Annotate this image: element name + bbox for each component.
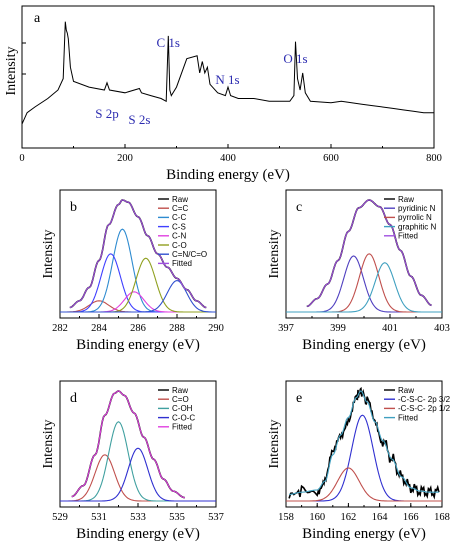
y-axis-label: Intensity: [267, 230, 282, 279]
plot-area: [60, 199, 216, 313]
legend-entry: C-OH: [172, 404, 193, 413]
legend-entry: Raw: [398, 386, 414, 395]
x-tick-label: 531: [91, 512, 107, 523]
y-axis-label: Intensity: [41, 420, 56, 469]
x-tick-label: 286: [130, 323, 146, 334]
legend-entry: C=O: [172, 395, 189, 404]
fitted-envelope-line: [306, 199, 432, 307]
x-tick-label: 160: [309, 512, 325, 523]
plot-area: [60, 390, 216, 502]
panel-letter: c: [296, 200, 302, 215]
x-tick-label: 800: [426, 153, 442, 164]
peak-annotation: S 2p: [95, 106, 118, 121]
panel-e: 158 160 162 164 166 168 Binding energy (eV) Int…: [267, 380, 451, 542]
legend-entry: Fitted: [172, 259, 192, 268]
fitted-envelope-line: [289, 390, 439, 495]
component-peak-line: [286, 467, 442, 502]
x-tick-label: 533: [130, 512, 146, 523]
panel-letter: b: [70, 200, 77, 215]
raw-spectrum-line: [71, 390, 185, 499]
legend-entry: pyridinic N: [398, 204, 436, 213]
plot-frame: [59, 380, 217, 508]
x-tick-label: 0: [19, 153, 24, 164]
component-peak-line: [286, 255, 442, 313]
legend-entry: C=N/C=O: [172, 250, 207, 259]
y-axis-label: Intensity: [4, 47, 19, 96]
fitted-envelope-line: [71, 390, 185, 499]
legend-entry: C=C: [172, 204, 188, 213]
peak-annotation: N 1s: [215, 72, 239, 87]
component-peak-line: [286, 253, 442, 313]
panel-d: 529 531 533 535 537 Binding energy (eV) Intens…: [41, 380, 224, 542]
legend-entry: C-S: [172, 222, 186, 231]
x-tick-label: 284: [91, 323, 108, 334]
x-tick-label: 529: [52, 512, 68, 523]
panel-letter: a: [34, 11, 41, 26]
y-axis-label: Intensity: [267, 420, 282, 469]
peak-annotation: S 2s: [128, 112, 150, 127]
component-peak-line: [60, 280, 216, 313]
legend-entry: -C-S-C- 2p 1/2: [398, 404, 451, 413]
x-tick-label: 282: [52, 323, 68, 334]
panel-letter: e: [296, 391, 302, 406]
x-axis-label: Binding energy (eV): [76, 526, 200, 542]
legend-entry: Raw: [172, 386, 188, 395]
legend-entry: Fitted: [398, 413, 418, 422]
x-tick-label: 290: [208, 323, 224, 334]
survey-spectrum-line: [21, 21, 434, 125]
x-axis-label: Binding energy (eV): [302, 526, 426, 542]
component-peak-line: [60, 447, 216, 502]
x-axis-label: Binding energy (eV): [302, 337, 426, 353]
panel-letter: d: [70, 391, 77, 406]
panel-c: 397 399 401 403 Binding energy (eV) Intensity…: [267, 189, 450, 353]
x-axis-label: Binding energy (eV): [166, 167, 290, 183]
x-tick-label: 399: [330, 323, 346, 334]
plot-area: [21, 21, 434, 125]
plot-area: [286, 386, 442, 502]
component-peak-line: [286, 262, 442, 313]
x-axis-label: Binding energy (eV): [76, 337, 200, 353]
x-tick-label: 401: [382, 323, 398, 334]
legend-entry: pyrrolic N: [398, 213, 432, 222]
fitted-envelope-line: [69, 199, 207, 309]
legend-entry: -C-S-C- 2p 3/2: [398, 395, 451, 404]
legend-entry: C-N: [172, 232, 186, 241]
y-axis-label: Intensity: [41, 230, 56, 279]
x-tick-label: 600: [323, 153, 339, 164]
x-tick-label: 164: [372, 512, 389, 523]
x-tick-label: 537: [208, 512, 224, 523]
x-tick-label: 403: [434, 323, 450, 334]
x-tick-label: 168: [434, 512, 450, 523]
legend-entry: Raw: [172, 195, 188, 204]
peak-annotation: O 1s: [283, 51, 307, 66]
plot-area: [286, 199, 442, 313]
legend-entry: graphitic N: [398, 222, 436, 231]
component-peak-line: [286, 414, 442, 502]
x-tick-label: 535: [169, 512, 185, 523]
x-tick-label: 162: [341, 512, 357, 523]
peak-annotation: C 1s: [157, 35, 180, 50]
panel-b: 282 284 286 288 290 Binding energy (eV) Intens…: [41, 189, 224, 353]
legend-entry: Fitted: [398, 232, 418, 241]
panel-a: 0 200 400 600 800 Binding energy (eV) Intensit…: [4, 5, 442, 183]
legend-entry: C-O: [172, 241, 187, 250]
legend-entry: Fitted: [172, 423, 192, 432]
x-tick-label: 397: [278, 323, 294, 334]
x-tick-label: 400: [220, 153, 236, 164]
legend-entry: C-C: [172, 213, 186, 222]
legend-entry: Raw: [398, 195, 414, 204]
x-tick-label: 200: [117, 153, 133, 164]
x-tick-label: 288: [169, 323, 185, 334]
x-tick-label: 166: [403, 512, 419, 523]
x-tick-label: 158: [278, 512, 294, 523]
legend-entry: C-O-C: [172, 413, 195, 422]
component-peak-line: [60, 228, 216, 313]
component-peak-line: [60, 421, 216, 502]
component-peak-line: [60, 454, 216, 502]
